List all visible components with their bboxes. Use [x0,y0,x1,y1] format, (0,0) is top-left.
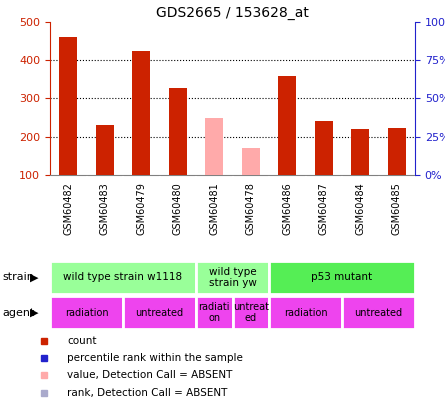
Text: count: count [67,336,97,346]
Text: ▶: ▶ [30,273,39,283]
Bar [59,37,77,175]
Bar [269,261,415,294]
Bar [232,296,269,329]
Text: GSM60485: GSM60485 [392,182,402,234]
Bar [169,88,187,175]
Text: p53 mutant: p53 mutant [312,273,372,283]
Bar [205,117,223,175]
Bar [388,128,406,175]
Text: GSM60482: GSM60482 [63,182,73,234]
Text: wild type strain w1118: wild type strain w1118 [64,273,182,283]
Text: GSM60478: GSM60478 [246,182,256,234]
Bar [50,261,196,294]
Bar [50,296,123,329]
Text: GSM60481: GSM60481 [209,182,219,234]
Text: value, Detection Call = ABSENT: value, Detection Call = ABSENT [67,369,232,379]
Text: radiation: radiation [65,307,108,318]
Text: rank, Detection Call = ABSENT: rank, Detection Call = ABSENT [67,388,227,398]
Bar [123,296,196,329]
Text: strain: strain [2,273,34,283]
Bar [342,296,415,329]
Bar [132,51,150,175]
Text: GSM60486: GSM60486 [282,182,292,234]
Title: GDS2665 / 153628_at: GDS2665 / 153628_at [156,6,309,19]
Text: wild type
strain yw: wild type strain yw [209,267,256,288]
Text: GSM60479: GSM60479 [136,182,146,234]
Bar [278,76,296,175]
Bar [96,125,114,175]
Bar [315,122,333,175]
Text: percentile rank within the sample: percentile rank within the sample [67,353,243,363]
Text: radiati
on: radiati on [198,302,230,323]
Bar [351,129,369,175]
Bar [196,296,232,329]
Bar [269,296,342,329]
Text: untreat
ed: untreat ed [233,302,269,323]
Text: untreated: untreated [135,307,184,318]
Bar [196,261,269,294]
Text: agent: agent [2,307,34,318]
Text: ▶: ▶ [30,307,39,318]
Text: GSM60480: GSM60480 [173,182,183,234]
Text: radiation: radiation [284,307,328,318]
Text: untreated: untreated [354,307,403,318]
Text: GSM60487: GSM60487 [319,182,329,234]
Text: GSM60484: GSM60484 [355,182,365,234]
Text: GSM60483: GSM60483 [100,182,110,234]
Bar [242,148,260,175]
